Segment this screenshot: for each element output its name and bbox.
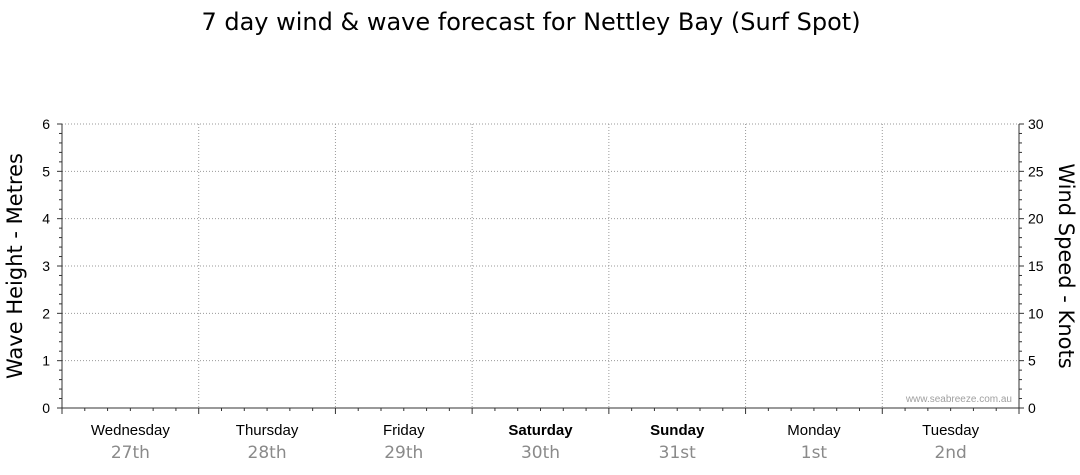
- right-tick-label: 15: [1028, 258, 1044, 274]
- right-tick-label: 30: [1028, 116, 1044, 132]
- day-date-label: 2nd: [934, 443, 966, 463]
- day-name-label: Sunday: [650, 422, 705, 439]
- watermark: www.seabreeze.com.au: [905, 394, 1012, 405]
- day-date-label: 1st: [801, 443, 828, 463]
- day-name-label: Saturday: [508, 422, 573, 439]
- day-date-label: 27th: [111, 443, 150, 463]
- day-name-label: Friday: [383, 422, 425, 439]
- day-name-label: Monday: [787, 422, 841, 439]
- left-tick-label: 6: [42, 116, 50, 132]
- left-tick-label: 2: [42, 305, 50, 321]
- left-tick-label: 0: [42, 400, 50, 416]
- right-axis-title: Wind Speed - Knots: [1054, 163, 1078, 368]
- right-tick-label: 0: [1028, 400, 1036, 416]
- right-tick-label: 20: [1028, 211, 1044, 227]
- chart-title: 7 day wind & wave forecast for Nettley B…: [201, 8, 860, 36]
- day-date-label: 28th: [248, 443, 287, 463]
- right-tick-label: 10: [1028, 305, 1044, 321]
- day-name-label: Tuesday: [922, 422, 979, 439]
- day-date-label: 30th: [521, 443, 560, 463]
- left-tick-label: 5: [42, 163, 50, 179]
- day-date-label: 29th: [384, 443, 423, 463]
- left-tick-label: 3: [42, 258, 50, 274]
- right-tick-label: 25: [1028, 163, 1044, 179]
- left-tick-label: 4: [42, 211, 50, 227]
- day-name-label: Wednesday: [91, 422, 170, 439]
- left-axis-title: Wave Height - Metres: [3, 153, 27, 379]
- left-tick-label: 1: [42, 353, 50, 369]
- day-date-label: 31st: [659, 443, 696, 463]
- right-tick-label: 5: [1028, 353, 1036, 369]
- day-name-label: Thursday: [236, 422, 299, 439]
- plot-area: 0 1 2 3 4 5 6 0 5 10 15 20 25 30 Wednesday 27th Thursday…: [42, 116, 1044, 463]
